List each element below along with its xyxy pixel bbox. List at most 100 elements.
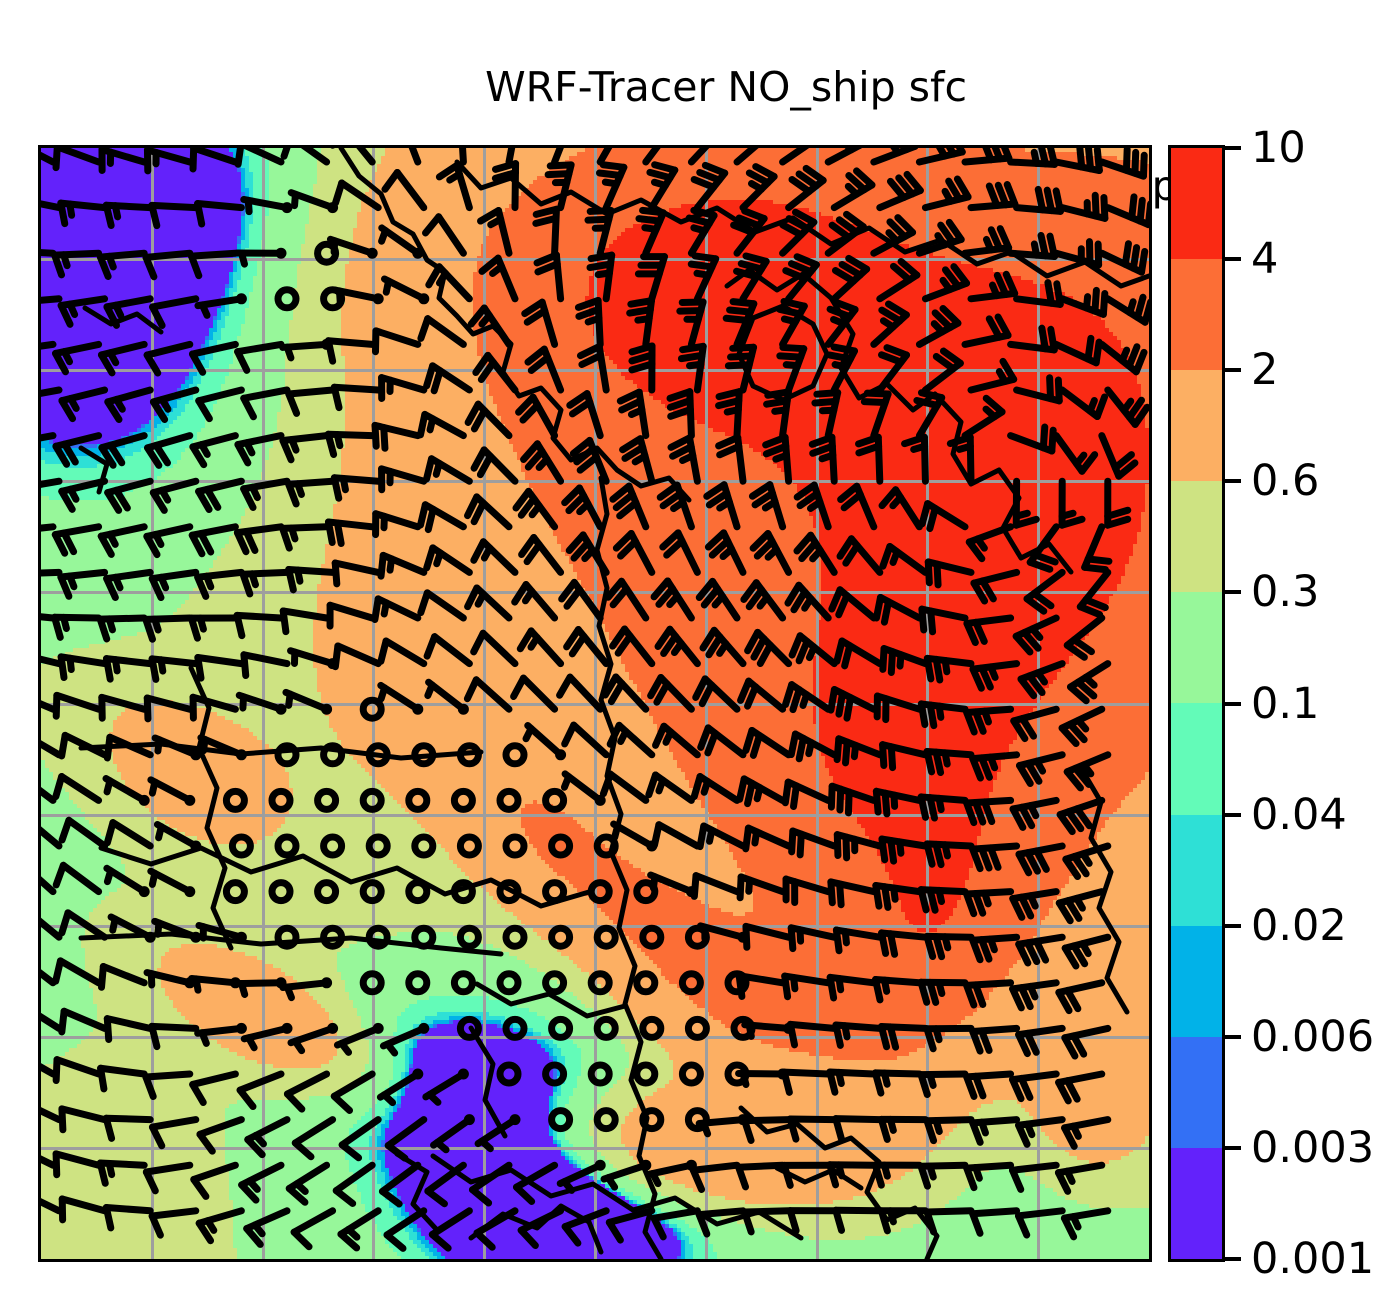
wind-barb	[41, 386, 63, 397]
wind-barb	[58, 731, 109, 760]
wind-barb	[832, 926, 884, 955]
wind-barb	[290, 1207, 337, 1251]
wind-barb	[741, 1207, 793, 1236]
colorbar	[1168, 145, 1225, 1262]
wind-barb	[41, 826, 63, 850]
wind-barb	[556, 1159, 606, 1194]
wind-barb	[463, 676, 513, 713]
wind-barb	[692, 675, 741, 713]
wind-barb	[1015, 1024, 1066, 1058]
wind-barb	[422, 213, 467, 257]
calm-wind-circle	[320, 833, 346, 859]
wind-barb	[1098, 340, 1148, 376]
map-canvas	[41, 148, 1149, 1259]
wind-barb	[786, 1020, 838, 1049]
wind-barb	[337, 1207, 382, 1252]
calm-wind-circle	[365, 833, 391, 859]
wind-barb	[194, 1022, 247, 1047]
wind-barb	[52, 432, 103, 468]
wind-barb	[872, 787, 923, 818]
wind-barb	[832, 1021, 884, 1049]
wind-barb	[970, 568, 1021, 605]
wind-barb	[96, 1159, 148, 1187]
wind-barb	[58, 1007, 109, 1036]
wind-barb	[239, 568, 291, 598]
wind-barb	[459, 148, 467, 166]
wind-barb	[833, 831, 884, 862]
wind-barb	[872, 975, 923, 1004]
calm-wind-circle	[639, 1107, 665, 1133]
wind-barb	[283, 1070, 331, 1113]
colorbar-tick-mark	[1225, 1034, 1241, 1039]
calm-wind-circle	[222, 787, 248, 813]
calm-wind-circle	[365, 742, 391, 768]
wind-barb	[779, 148, 810, 166]
wind-barb	[187, 249, 239, 280]
wind-barb	[423, 455, 473, 485]
wind-barb	[782, 681, 832, 714]
wind-barb	[423, 362, 473, 395]
wind-barb	[153, 820, 202, 852]
wind-barb	[871, 1069, 923, 1097]
wind-barb	[435, 161, 473, 212]
wind-barb	[1062, 842, 1112, 881]
wind-barb	[422, 1068, 469, 1106]
wind-barb	[923, 1116, 975, 1145]
wind-barb	[833, 735, 884, 767]
colorbar-band-2	[1171, 370, 1222, 482]
wind-barb	[776, 343, 808, 394]
wind-barb	[338, 1116, 382, 1162]
calm-wind-circle	[405, 970, 431, 996]
wind-barb	[596, 148, 613, 166]
map-axes	[38, 145, 1152, 1262]
calm-wind-circle	[587, 1061, 613, 1087]
colorbar-tick-mark	[1225, 590, 1241, 595]
wind-barb	[676, 298, 707, 348]
wind-barb	[428, 1207, 473, 1252]
wind-barb	[963, 705, 1015, 736]
map-svg	[41, 148, 1149, 1259]
wind-barb	[41, 151, 57, 166]
wind-barb	[332, 179, 382, 212]
wind-barb	[876, 170, 924, 212]
geo-line-8	[98, 845, 592, 909]
wind-barb	[416, 501, 467, 534]
wind-barb	[565, 531, 610, 576]
wind-barb	[878, 486, 923, 531]
wind-barb	[234, 432, 285, 467]
wind-barb	[234, 148, 285, 168]
wind-barb	[967, 181, 1019, 212]
wind-barb	[142, 614, 194, 643]
wind-barb	[879, 542, 929, 576]
wind-barb	[379, 1022, 430, 1057]
wind-barb	[285, 1161, 331, 1206]
wind-barb	[969, 933, 1021, 964]
wind-barb	[1017, 660, 1066, 700]
wind-barb	[197, 734, 247, 761]
wind-barb	[102, 201, 154, 230]
wind-barb	[524, 345, 565, 394]
colorbar-tick-label: 0.006	[1251, 1011, 1375, 1062]
colorbar-tick-label: 0.02	[1251, 900, 1347, 951]
wind-barb	[870, 300, 910, 348]
wind-barb	[871, 1161, 923, 1189]
wind-barb	[733, 148, 759, 166]
wind-barb	[690, 773, 741, 804]
wind-barb	[240, 477, 291, 511]
calm-wind-circle	[274, 286, 300, 312]
wind-barb	[371, 327, 422, 356]
wind-barb	[285, 477, 337, 508]
wind-barb	[781, 972, 832, 1001]
geo-line-9	[474, 981, 628, 1019]
calm-wind-circle	[456, 1015, 482, 1041]
calm-wind-circle	[320, 742, 346, 768]
wind-barb	[195, 1207, 245, 1245]
wind-barb	[1081, 523, 1113, 574]
calm-wind-circle	[496, 879, 522, 905]
calm-wind-circle	[633, 970, 659, 996]
wind-barb	[737, 677, 787, 713]
wind-barb	[377, 637, 428, 668]
calm-wind-circle	[593, 833, 619, 859]
wind-barb	[52, 691, 103, 720]
wind-barb	[1014, 1207, 1066, 1239]
